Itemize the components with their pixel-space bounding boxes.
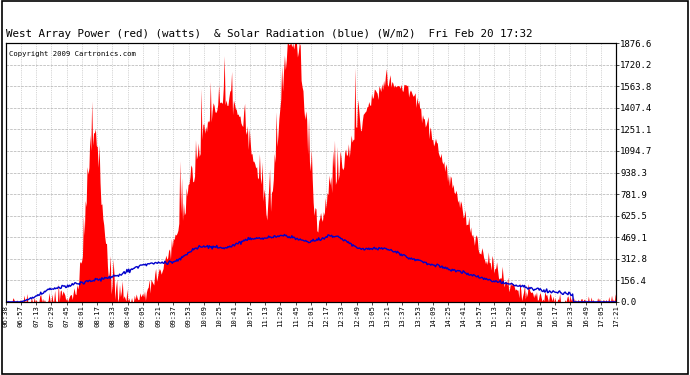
Text: West Array Power (red) (watts)  & Solar Radiation (blue) (W/m2)  Fri Feb 20 17:3: West Array Power (red) (watts) & Solar R… — [6, 29, 532, 39]
Text: Copyright 2009 Cartronics.com: Copyright 2009 Cartronics.com — [8, 51, 135, 57]
